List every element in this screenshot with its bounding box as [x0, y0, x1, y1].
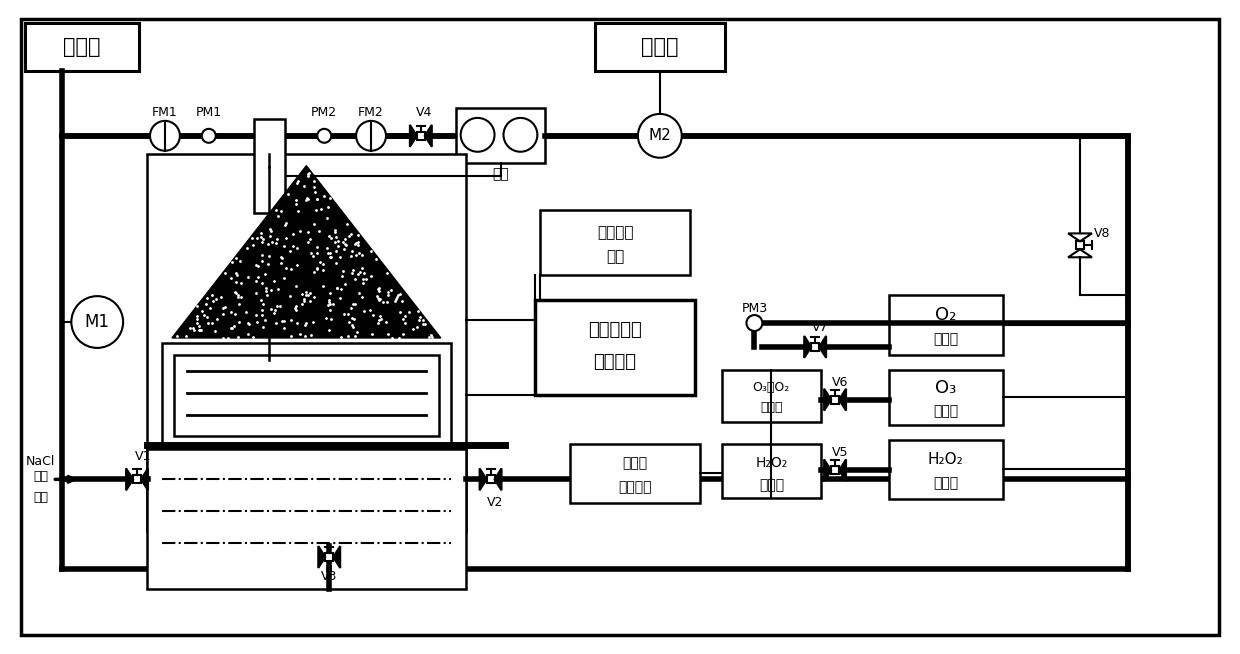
Text: FM2: FM2 — [358, 107, 384, 120]
Text: 数据采集与: 数据采集与 — [588, 321, 642, 339]
Bar — [889, 370, 1003, 424]
Bar — [133, 475, 141, 483]
Polygon shape — [480, 468, 486, 490]
Circle shape — [503, 118, 537, 152]
Text: PM2: PM2 — [311, 107, 337, 120]
Bar — [570, 443, 699, 503]
Text: 检测单元: 检测单元 — [619, 480, 652, 494]
Text: 驱动器: 驱动器 — [62, 37, 100, 57]
Bar — [831, 396, 839, 404]
Bar — [889, 295, 1003, 355]
Polygon shape — [820, 336, 826, 358]
Text: V3: V3 — [321, 570, 337, 583]
Bar — [417, 132, 425, 140]
Polygon shape — [825, 460, 831, 481]
Circle shape — [637, 114, 682, 158]
Text: PM1: PM1 — [196, 107, 222, 120]
Circle shape — [202, 129, 216, 143]
Text: 储存器: 储存器 — [932, 405, 959, 419]
Polygon shape — [410, 125, 417, 146]
Text: V8: V8 — [1094, 227, 1110, 240]
Text: M2: M2 — [649, 128, 671, 143]
Text: O₂: O₂ — [935, 306, 956, 324]
Text: V4: V4 — [415, 107, 432, 120]
Text: 分离器: 分离器 — [760, 401, 782, 414]
Text: 或水: 或水 — [33, 490, 48, 504]
Text: 分离器: 分离器 — [759, 478, 784, 492]
Polygon shape — [126, 468, 133, 490]
Text: M1: M1 — [84, 313, 109, 331]
Text: 单元: 单元 — [606, 249, 624, 264]
Text: V6: V6 — [832, 376, 848, 389]
Bar — [148, 154, 466, 532]
Polygon shape — [319, 546, 325, 568]
Circle shape — [150, 121, 180, 151]
Circle shape — [317, 129, 331, 143]
Text: 储存器: 储存器 — [932, 476, 959, 490]
Polygon shape — [839, 388, 846, 411]
Bar — [595, 24, 724, 71]
Circle shape — [72, 296, 123, 348]
Polygon shape — [141, 468, 148, 490]
Text: H₂O₂: H₂O₂ — [755, 456, 787, 470]
Text: FM1: FM1 — [153, 107, 177, 120]
Bar — [456, 108, 546, 163]
Bar — [536, 300, 694, 395]
Text: 高压脉冲: 高压脉冲 — [596, 225, 634, 240]
Text: NaCl
溶液: NaCl 溶液 — [26, 455, 55, 483]
Text: V1: V1 — [135, 450, 151, 463]
Text: PM3: PM3 — [742, 301, 768, 315]
Polygon shape — [495, 468, 501, 490]
Bar — [889, 439, 1003, 499]
Polygon shape — [839, 460, 846, 481]
Text: 储存器: 储存器 — [932, 332, 959, 346]
Bar — [253, 119, 285, 213]
Bar — [722, 370, 821, 422]
Text: V5: V5 — [832, 446, 848, 459]
Polygon shape — [334, 546, 340, 568]
Text: O₃: O₃ — [935, 379, 956, 397]
Polygon shape — [172, 165, 440, 338]
Circle shape — [356, 121, 386, 151]
Polygon shape — [805, 336, 811, 358]
Polygon shape — [825, 388, 831, 411]
Text: V2: V2 — [487, 496, 503, 509]
Text: 驱动器: 驱动器 — [641, 37, 678, 57]
Bar — [811, 343, 820, 351]
Circle shape — [746, 315, 763, 331]
Bar — [325, 553, 334, 561]
Circle shape — [461, 118, 495, 152]
Bar — [486, 475, 495, 483]
Bar — [25, 24, 139, 71]
Text: 吸光度: 吸光度 — [622, 456, 647, 470]
Bar — [831, 466, 839, 474]
Bar — [162, 343, 450, 447]
Bar — [1076, 241, 1084, 249]
Bar — [541, 211, 689, 275]
Text: 气源: 气源 — [492, 167, 508, 182]
Text: V7: V7 — [812, 322, 828, 334]
Polygon shape — [425, 125, 432, 146]
Bar — [722, 443, 821, 498]
Text: 控制单元: 控制单元 — [594, 353, 636, 371]
Bar — [148, 449, 466, 589]
Bar — [174, 355, 439, 436]
Text: H₂O₂: H₂O₂ — [928, 452, 963, 467]
Text: O₃、O₂: O₃、O₂ — [753, 381, 790, 394]
